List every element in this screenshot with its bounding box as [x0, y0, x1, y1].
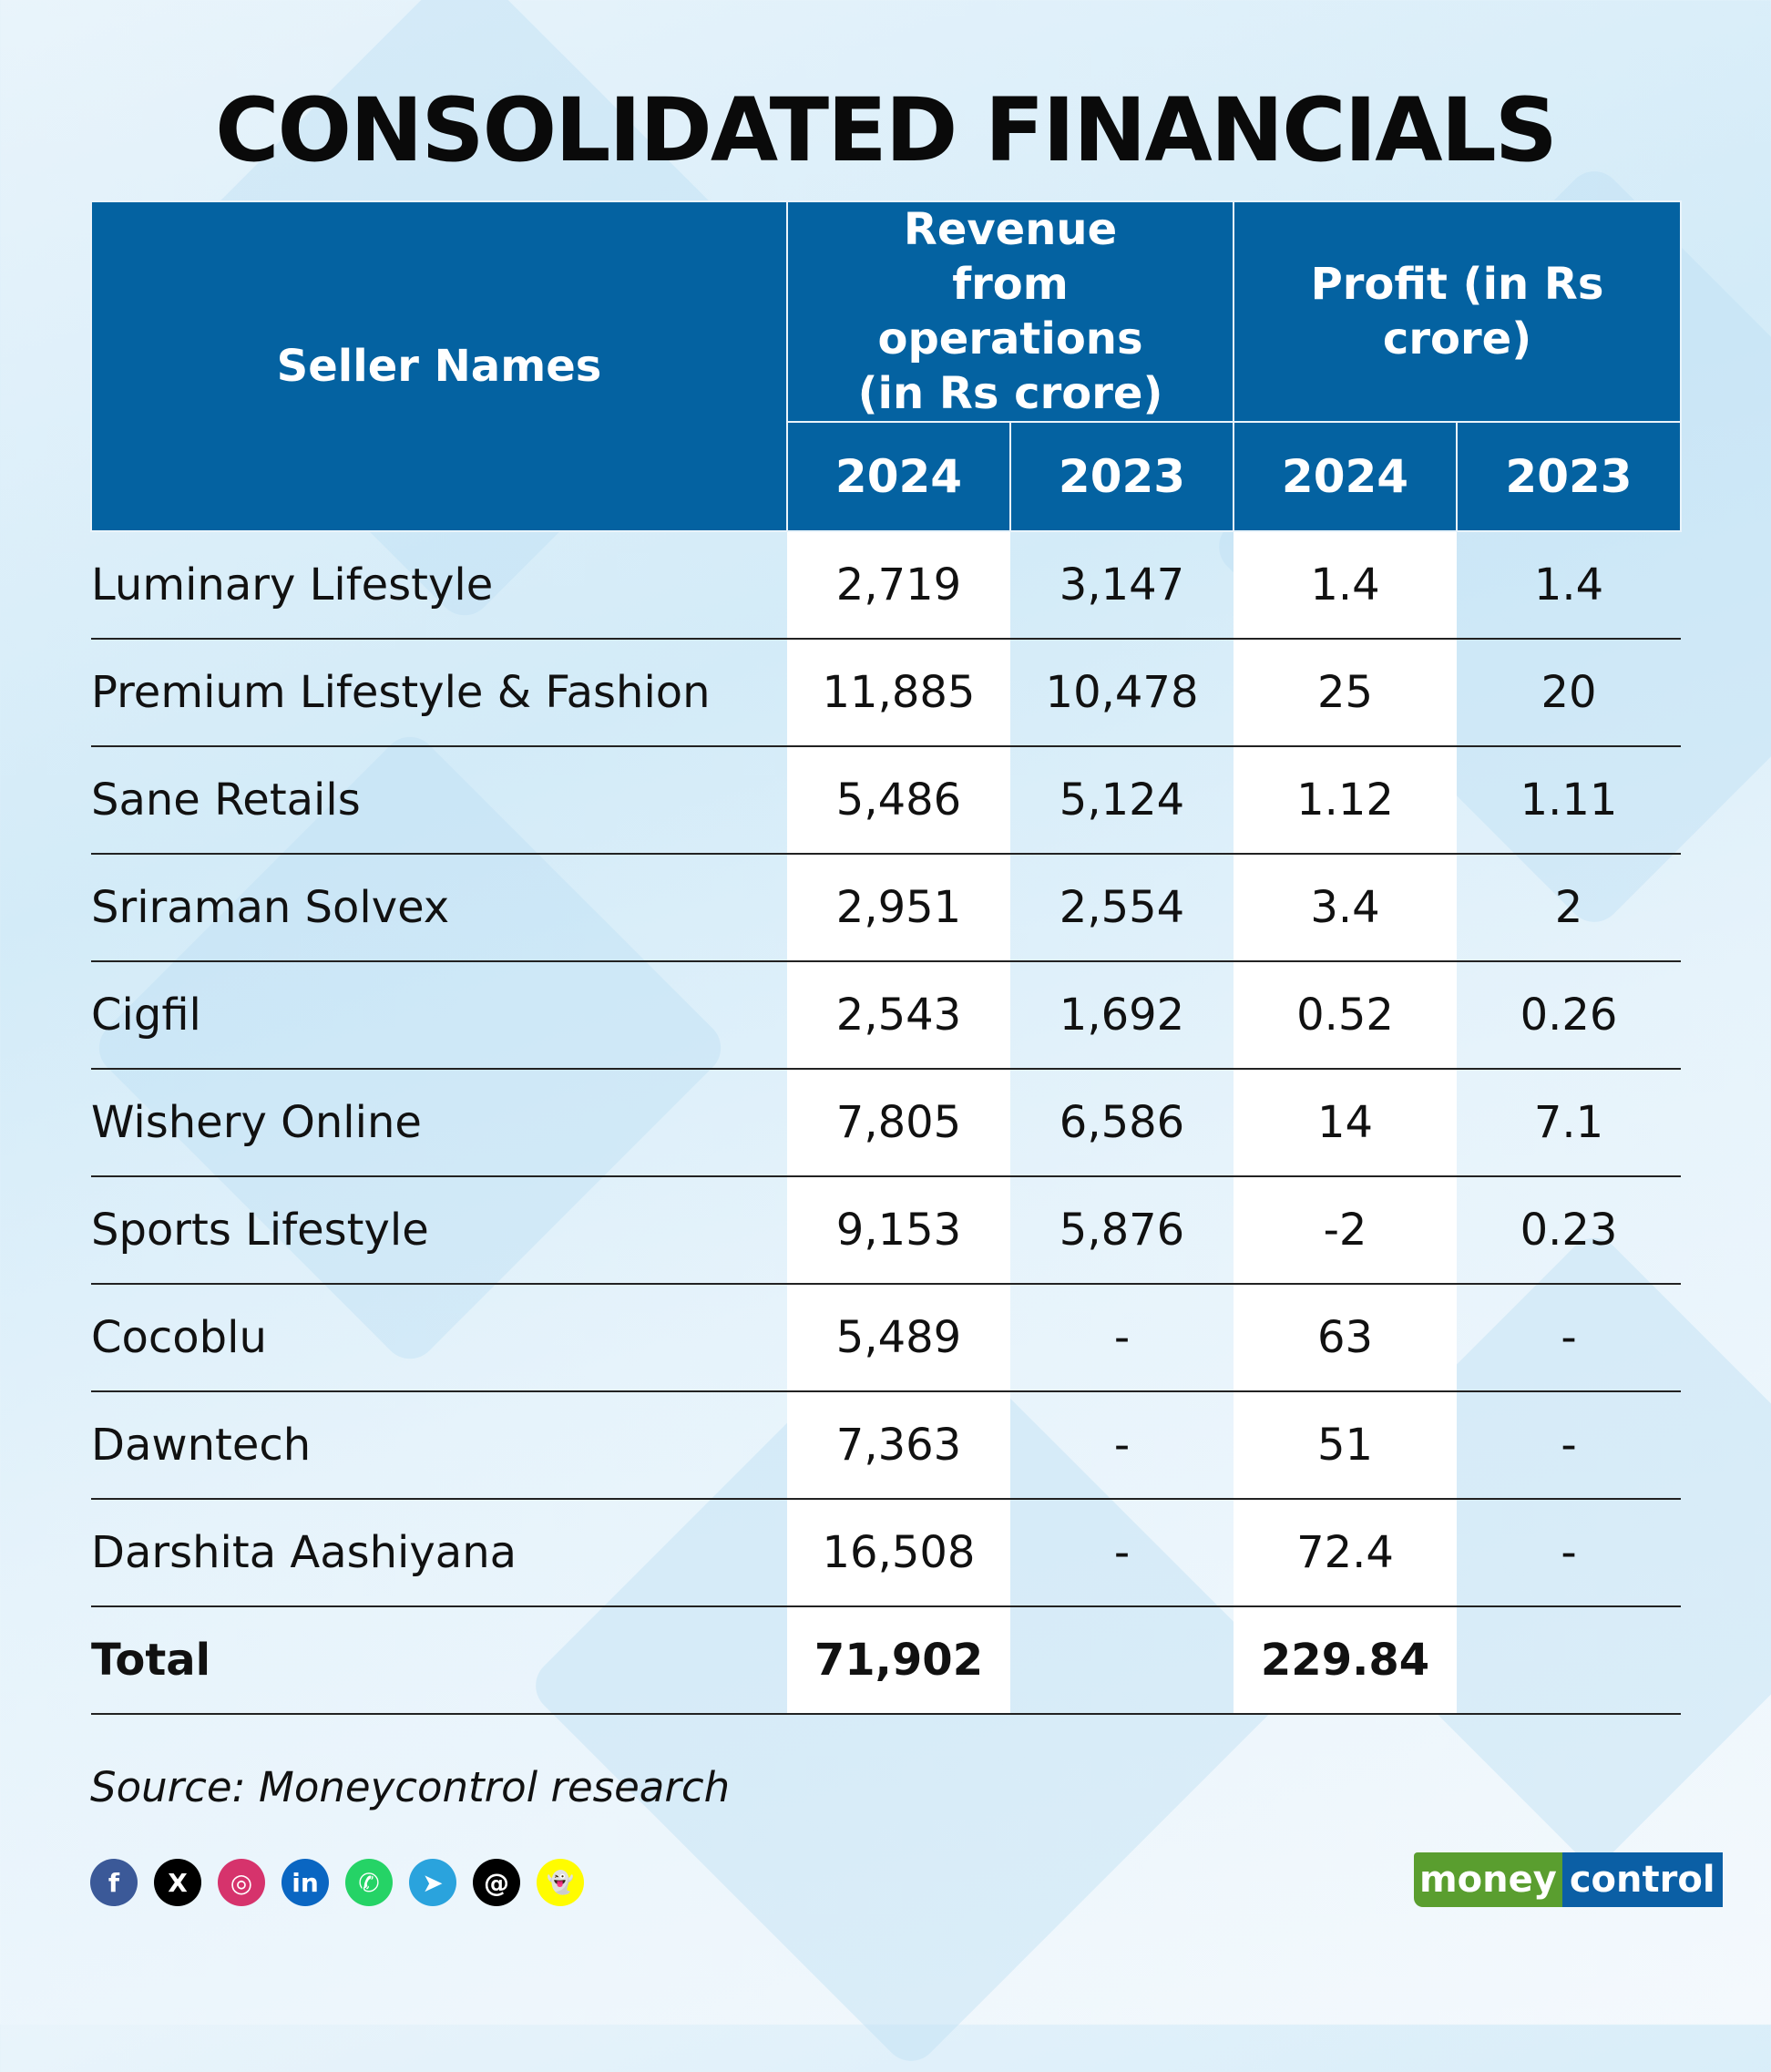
cell-name: Premium Lifestyle & Fashion	[91, 639, 787, 747]
header-revenue-2024: 2024	[786, 421, 1011, 532]
cell-p2023: 1.11	[1457, 746, 1682, 855]
cell-rev2024: 7,363	[787, 1391, 1010, 1500]
source-note: Source: Moneycontrol research	[90, 1763, 731, 1811]
instagram-icon[interactable]: ◎	[218, 1859, 265, 1906]
cell-rev2023	[1010, 1606, 1234, 1715]
cell-rev2023: 3,147	[1010, 531, 1234, 640]
cell-name: Darshita Aashiyana	[91, 1499, 787, 1607]
header-profit: Profit (in Rs crore)	[1233, 200, 1683, 423]
cell-name: Sane Retails	[91, 746, 787, 855]
logo-part-control: control	[1561, 1852, 1723, 1907]
cell-name: Total	[91, 1606, 787, 1715]
whatsapp-icon[interactable]: ✆	[345, 1859, 393, 1906]
cell-p2024: 63	[1234, 1284, 1458, 1392]
cell-name: Wishery Online	[91, 1069, 787, 1177]
social-icons: f X ◎ in ✆ ➤ @ 👻	[90, 1859, 584, 1906]
cell-rev2023: -	[1010, 1391, 1234, 1500]
cell-p2023	[1457, 1606, 1682, 1715]
cell-p2023: 20	[1457, 639, 1682, 747]
cell-rev2024: 5,489	[787, 1284, 1010, 1392]
cell-p2024: 1.12	[1234, 746, 1458, 855]
table-row: Luminary Lifestyle 2,719 3,147 1.4 1.4	[91, 531, 1682, 640]
table-row: Wishery Online 7,805 6,586 14 7.1	[91, 1069, 1682, 1177]
table-row: Cocoblu 5,489-63-	[91, 1284, 1682, 1392]
cell-rev2023: 6,586	[1010, 1069, 1234, 1177]
header-revenue-2023: 2023	[1008, 421, 1235, 532]
cell-rev2024: 5,486	[787, 746, 1010, 855]
cell-p2023: -	[1457, 1391, 1682, 1500]
cell-name: Luminary Lifestyle	[91, 531, 787, 640]
cell-rev2023: 1,692	[1010, 961, 1234, 1070]
cell-p2023: 2	[1457, 854, 1682, 962]
cell-rev2024: 2,719	[787, 531, 1010, 640]
cell-p2024: 25	[1234, 639, 1458, 747]
header-profit-2023: 2023	[1456, 421, 1683, 532]
cell-rev2023: -	[1010, 1284, 1234, 1392]
cell-p2023: -	[1457, 1284, 1682, 1392]
cell-rev2024: 71,902	[787, 1606, 1010, 1715]
cell-p2024: 14	[1234, 1069, 1458, 1177]
cell-p2023: 0.26	[1457, 961, 1682, 1070]
cell-p2024: 0.52	[1234, 961, 1458, 1070]
telegram-icon[interactable]: ➤	[409, 1859, 456, 1906]
cell-p2024: 3.4	[1234, 854, 1458, 962]
cell-rev2023: 5,124	[1010, 746, 1234, 855]
cell-name: Dawntech	[91, 1391, 787, 1500]
cell-p2023: 0.23	[1457, 1176, 1682, 1285]
snapchat-icon[interactable]: 👻	[537, 1859, 584, 1906]
linkedin-icon[interactable]: in	[282, 1859, 329, 1906]
table-row: Dawntech 7,363-51-	[91, 1391, 1682, 1500]
cell-p2023: 1.4	[1457, 531, 1682, 640]
financials-table: Seller Names Revenue from operations (in…	[90, 200, 1683, 1715]
cell-p2024: 1.4	[1234, 531, 1458, 640]
cell-name: Cocoblu	[91, 1284, 787, 1392]
moneycontrol-logo: money control	[1414, 1852, 1723, 1907]
cell-rev2024: 7,805	[787, 1069, 1010, 1177]
cell-p2023: -	[1457, 1499, 1682, 1607]
cell-name: Sriraman Solvex	[91, 854, 787, 962]
table-row: Premium Lifestyle & Fashion 11,885 10,478 2…	[91, 639, 1682, 747]
table-row: Darshita Aashiyana 16,508-72.4-	[91, 1499, 1682, 1607]
header-revenue: Revenue from operations (in Rs crore)	[785, 200, 1235, 423]
cell-rev2024: 16,508	[787, 1499, 1010, 1607]
cell-rev2024: 2,951	[787, 854, 1010, 962]
cell-name: Cigfil	[91, 961, 787, 1070]
cell-name: Sports Lifestyle	[91, 1176, 787, 1285]
logo-part-money: money	[1414, 1852, 1562, 1907]
cell-p2024: -2	[1234, 1176, 1458, 1285]
cell-rev2023: 10,478	[1010, 639, 1234, 747]
cell-p2024: 72.4	[1234, 1499, 1458, 1607]
x-icon[interactable]: X	[154, 1859, 201, 1906]
table-row: Sane Retails 5,486 5,124 1.12 1.11	[91, 746, 1682, 855]
total-row: Total 71,902 229.84	[91, 1606, 1682, 1715]
threads-icon[interactable]: @	[473, 1859, 520, 1906]
cell-p2024: 51	[1234, 1391, 1458, 1500]
table-row: Sports Lifestyle 9,153 5,876 -2 0.23	[91, 1176, 1682, 1285]
cell-rev2023: -	[1010, 1499, 1234, 1607]
table-row: Cigfil 2,543 1,692 0.52 0.26	[91, 961, 1682, 1070]
cell-rev2024: 9,153	[787, 1176, 1010, 1285]
cell-rev2024: 2,543	[787, 961, 1010, 1070]
table-row: Sriraman Solvex 2,951 2,554 3.4 2	[91, 854, 1682, 962]
cell-p2024: 229.84	[1234, 1606, 1458, 1715]
header-seller-names: Seller Names	[90, 200, 788, 532]
page-title: CONSOLIDATED FINANCIALS	[215, 79, 1558, 181]
cell-p2023: 7.1	[1457, 1069, 1682, 1177]
cell-rev2023: 5,876	[1010, 1176, 1234, 1285]
facebook-icon[interactable]: f	[90, 1859, 138, 1906]
cell-rev2023: 2,554	[1010, 854, 1234, 962]
cell-rev2024: 11,885	[787, 639, 1010, 747]
header-profit-2024: 2024	[1233, 421, 1459, 532]
